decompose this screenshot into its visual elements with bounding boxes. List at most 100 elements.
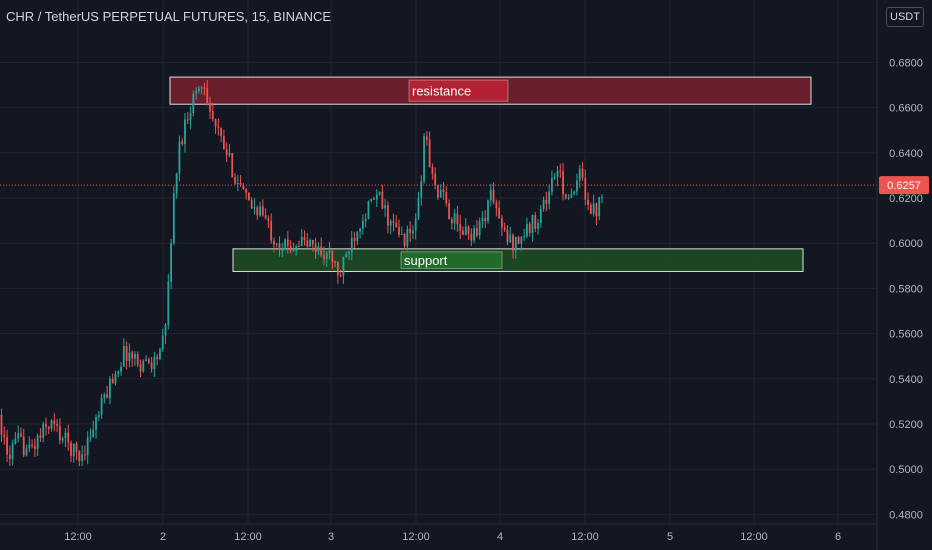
x-tick-label: 12:00 [234, 531, 262, 543]
candle [142, 359, 145, 373]
candle [356, 231, 359, 246]
candle-body [562, 171, 564, 195]
candle [414, 213, 417, 240]
candle-body [503, 227, 506, 230]
candle [36, 433, 39, 456]
candle-body [414, 218, 417, 231]
candle-body [495, 202, 498, 209]
candle [131, 350, 134, 367]
candle [281, 243, 284, 258]
candle-body [556, 170, 559, 177]
candle [28, 436, 31, 453]
candle [348, 250, 350, 260]
candle [211, 102, 214, 122]
candle-body [25, 448, 28, 456]
candle [395, 215, 398, 228]
candle [370, 198, 373, 203]
candle [523, 228, 526, 242]
candle [217, 118, 220, 136]
candle-body [478, 221, 481, 236]
y-tick-label: 0.5800 [889, 283, 923, 295]
candle [84, 445, 86, 461]
candle [592, 194, 595, 217]
candle [286, 231, 289, 254]
candle [375, 189, 378, 208]
candle [245, 187, 248, 200]
candle-body [81, 454, 84, 462]
candle-body [211, 111, 214, 120]
candle [170, 238, 172, 290]
candle-body [589, 204, 592, 214]
candle-body [573, 191, 576, 194]
candle [378, 191, 381, 196]
candle [45, 417, 47, 436]
candle-body [375, 194, 378, 200]
candle [581, 162, 584, 181]
candles[interactable] [0, 80, 603, 467]
candle-body [417, 197, 420, 219]
candle-body [384, 205, 387, 209]
candle [434, 167, 437, 190]
candle [353, 232, 356, 249]
candle [412, 225, 414, 239]
candle [106, 385, 109, 399]
candle [97, 411, 100, 421]
candle-body [584, 178, 587, 200]
candle [373, 196, 375, 200]
candle [551, 170, 553, 196]
candle [531, 214, 534, 242]
candle [186, 111, 189, 124]
candle [448, 199, 450, 220]
candle [475, 220, 478, 238]
candle [203, 82, 206, 96]
candle-body [498, 208, 501, 219]
candle [542, 196, 545, 212]
candle-body [298, 246, 300, 248]
candle-body [209, 102, 211, 112]
candle [498, 200, 501, 219]
time-axis[interactable]: 12:00 2 12:00 3 12:00 4 12:00 5 12:00 6 [64, 531, 841, 543]
x-tick-label: 12:00 [571, 531, 599, 543]
candle [209, 96, 211, 120]
candle-body [587, 199, 589, 205]
support-zone[interactable] [232, 248, 804, 272]
candle [548, 184, 551, 210]
x-tick-label: 12:00 [64, 531, 92, 543]
candle [311, 239, 314, 252]
candle-body [203, 87, 206, 89]
candle [128, 343, 131, 368]
candle-body [564, 194, 567, 198]
candle-body [295, 246, 298, 251]
candle-body [189, 113, 192, 121]
candle-body [445, 192, 448, 204]
y-tick-label: 0.5400 [889, 374, 923, 386]
candle-body [125, 345, 128, 362]
currency-button[interactable]: USDT [886, 7, 924, 27]
candle-body [370, 198, 373, 202]
candle [175, 172, 178, 199]
candle [528, 221, 531, 237]
candle-body [289, 245, 292, 251]
candle-body [314, 244, 317, 252]
candle-body [528, 223, 531, 234]
candle [214, 118, 217, 134]
candle [367, 200, 370, 220]
candle-body [92, 429, 95, 437]
candle [53, 413, 56, 432]
candle-body [517, 236, 520, 244]
candle-body [39, 435, 42, 438]
price-axis[interactable]: 0.6800 0.6600 0.6400 0.6200 0.6000 0.5800 0.56… [889, 57, 923, 521]
candle [484, 210, 487, 228]
candle-body [64, 432, 67, 439]
candle-body [156, 356, 159, 360]
y-tick-label: 0.6000 [889, 238, 923, 250]
candle [181, 137, 184, 146]
candle-body [514, 236, 517, 251]
candle-body [592, 203, 595, 214]
resistance-label: resistance [412, 84, 471, 99]
candle [220, 127, 223, 143]
candle-body [286, 239, 289, 246]
candle [284, 238, 286, 251]
symbol-title: CHR / TetherUS PERPETUAL FUTURES, 15, BI… [6, 9, 332, 24]
